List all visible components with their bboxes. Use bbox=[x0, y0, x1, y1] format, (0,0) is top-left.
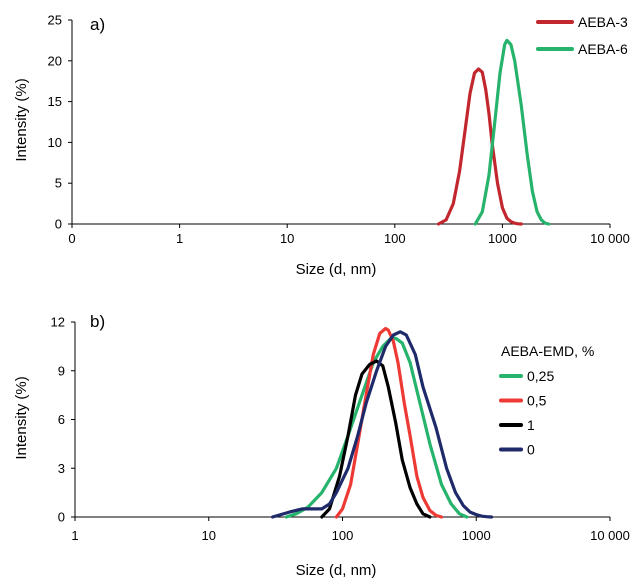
panel-b-x-tick-label: 10 bbox=[202, 528, 216, 543]
panel-a-y-tick-label: 25 bbox=[48, 13, 62, 28]
panel-b-series-3-line bbox=[271, 330, 494, 519]
panel-a-legend-label: AEBA-3 bbox=[578, 14, 628, 30]
panel-a-x-tick-label: 10 bbox=[280, 231, 294, 246]
panel-b-label: b) bbox=[90, 312, 105, 331]
panel-a-x-tick-label: 1 bbox=[176, 231, 183, 246]
panel-b-legend-label: 0 bbox=[527, 442, 535, 458]
panel-b-legend-label: 0,25 bbox=[527, 368, 554, 384]
panel-b-y-tick-label: 12 bbox=[51, 315, 65, 330]
panel-a-y-tick-label: 10 bbox=[48, 135, 62, 150]
panel-b-legend-title: AEBA-EMD, % bbox=[501, 343, 594, 359]
panel-b-x-tick-label: 100 bbox=[332, 528, 354, 543]
panel-a-x-tick-label: 0 bbox=[68, 231, 75, 246]
panel-b-series-0-line bbox=[284, 336, 469, 519]
panel-a-legend-label: AEBA-6 bbox=[578, 41, 628, 57]
panel-a-y-tick-label: 20 bbox=[48, 53, 62, 68]
panel-b-y-tick-label: 3 bbox=[58, 461, 65, 476]
panel-a-y-tick-label: 5 bbox=[55, 176, 62, 191]
panel-b: b) Size (d, nm) Intensity (%) AEBA-EMD, … bbox=[13, 312, 630, 579]
panel-a-label: a) bbox=[90, 15, 105, 34]
panel-b-y-axis-label: Intensity (%) bbox=[13, 376, 30, 459]
panel-b-x-axis-label: Size (d, nm) bbox=[296, 562, 377, 579]
panel-b-legend-label: 1 bbox=[527, 417, 535, 433]
panel-a: a) Size (d, nm) Intensity (%) 0 1 10 100 100… bbox=[13, 13, 630, 279]
panel-b-series-1-line bbox=[334, 326, 444, 519]
panel-b-y-tick-label: 0 bbox=[58, 510, 65, 525]
panel-a-y-axis-label: Intensity (%) bbox=[13, 78, 30, 161]
panel-a-x-tick-label: 10 000 bbox=[590, 231, 630, 246]
panel-b-x-tick-label: 1 bbox=[71, 528, 78, 543]
panel-b-series-2-line bbox=[320, 359, 432, 519]
panel-b-x-tick-label: 10 000 bbox=[590, 528, 630, 543]
panel-a-y-tick-label: 15 bbox=[48, 94, 62, 109]
panel-a-x-tick-label: 1000 bbox=[488, 231, 517, 246]
panel-b-x-tick-label: 1000 bbox=[462, 528, 491, 543]
panel-a-series-1-line bbox=[473, 38, 551, 226]
panel-a-y-tick-label: 0 bbox=[55, 217, 62, 232]
panel-b-legend-label: 0,5 bbox=[527, 393, 547, 409]
panel-a-x-axis-label: Size (d, nm) bbox=[296, 261, 377, 278]
panel-a-series-0-line bbox=[436, 67, 523, 226]
panel-b-y-tick-label: 6 bbox=[58, 412, 65, 427]
panel-a-x-tick-label: 100 bbox=[384, 231, 406, 246]
panel-b-y-tick-label: 9 bbox=[58, 363, 65, 378]
